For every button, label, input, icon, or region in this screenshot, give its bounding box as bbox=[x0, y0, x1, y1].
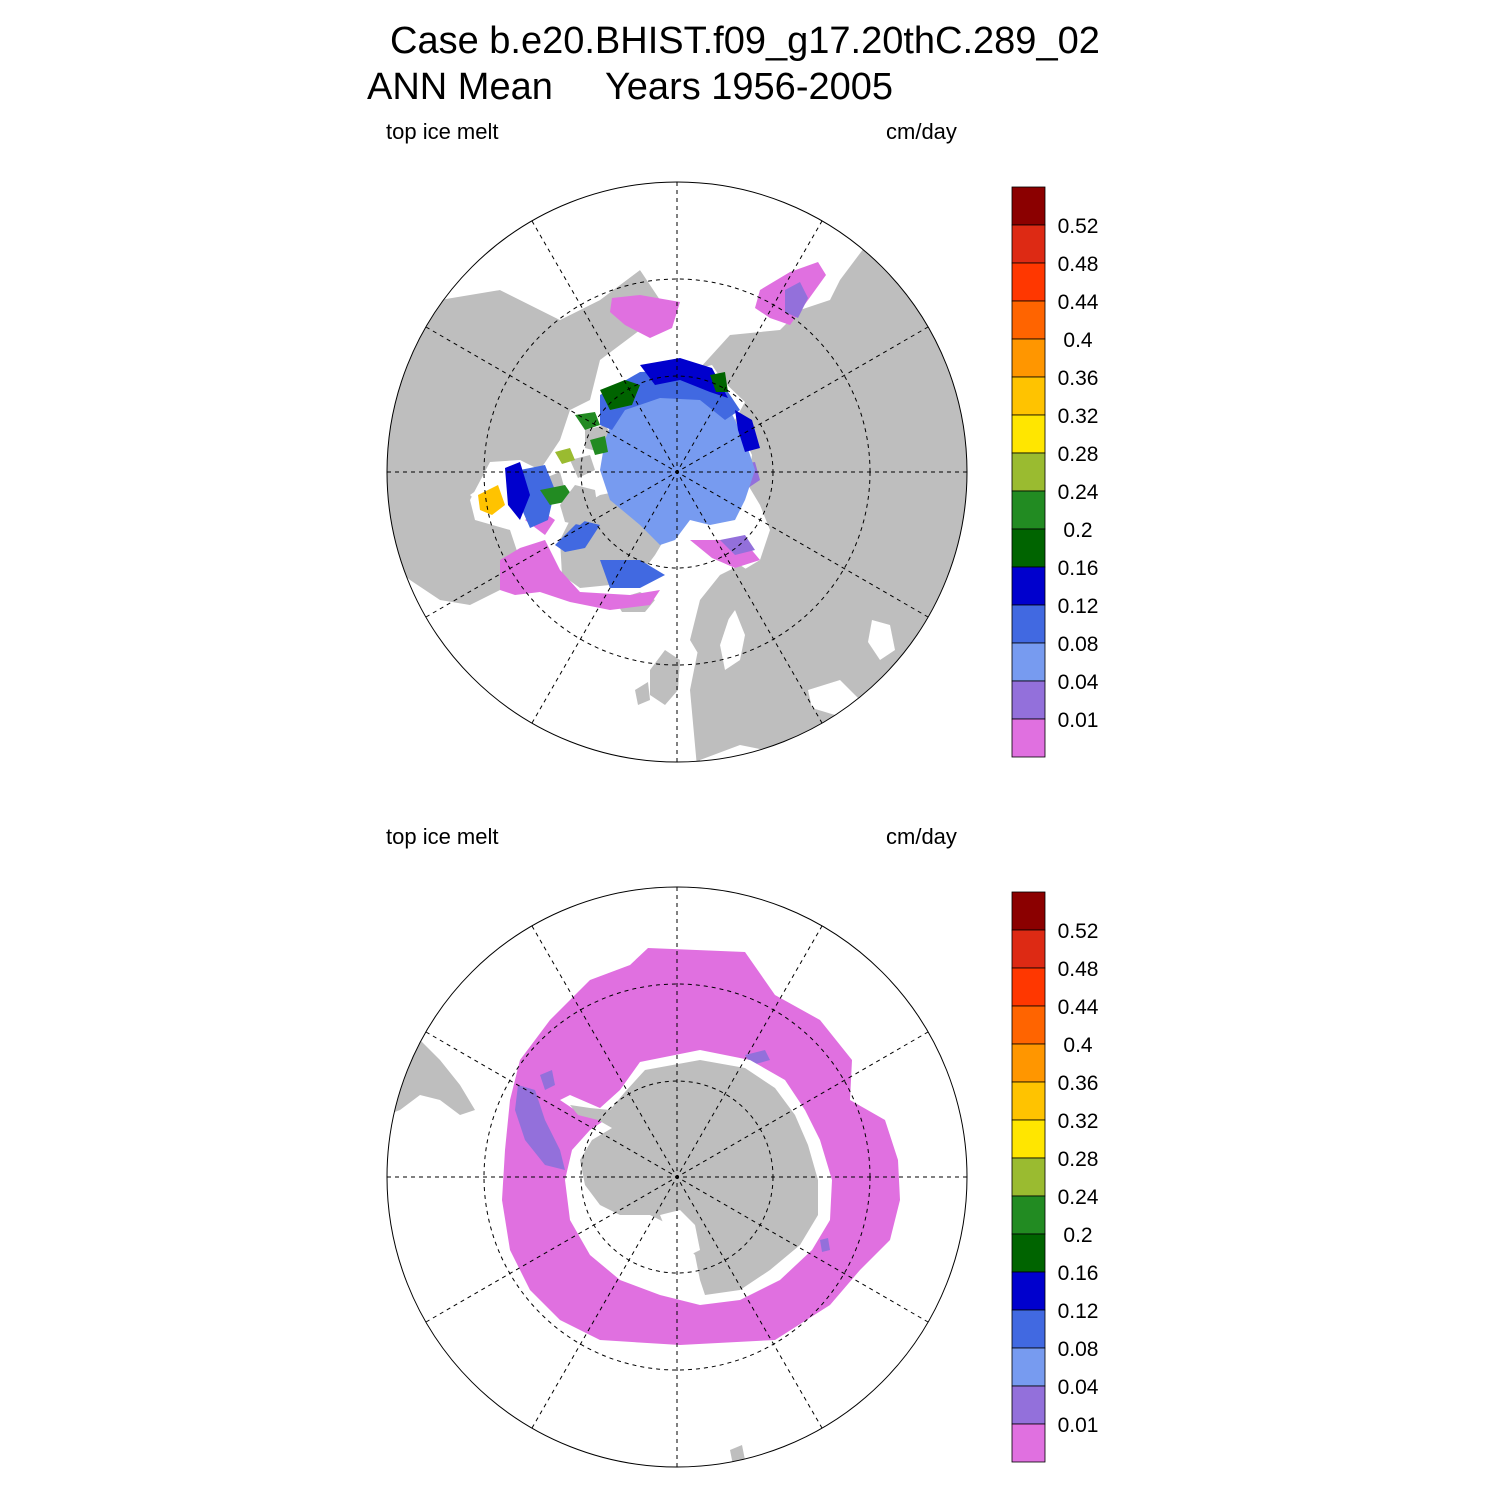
north-units-label: cm/day bbox=[886, 119, 957, 144]
north-colorbar-tick-label: 0.28 bbox=[1058, 443, 1099, 466]
south-ocean-ross-sea bbox=[660, 1210, 700, 1255]
north-map-border bbox=[386, 181, 968, 763]
north-land-baffin-island bbox=[560, 485, 598, 525]
south-colorbar-tick-label: 0.32 bbox=[1058, 1110, 1099, 1133]
south-map-border bbox=[386, 886, 968, 1468]
north-ocean-pacific bbox=[440, 200, 720, 320]
south-colorbar: 0.52 0.48 0.44 0.4 0.36 0.32 0.28 0.24 0.2 0.16 0.… bbox=[1011, 891, 1099, 1463]
south-colorbar-tick-label: 0.48 bbox=[1058, 958, 1099, 981]
south-variable-label: top ice melt bbox=[386, 824, 499, 849]
figure-title-case: Case b.e20.BHIST.f09_g17.20thC.289_02 bbox=[390, 20, 1100, 62]
south-colorbar-tick-label: 0.16 bbox=[1058, 1262, 1099, 1285]
south-colorbar-swatch bbox=[1011, 1271, 1046, 1311]
south-colorbar-swatch bbox=[1011, 967, 1046, 1007]
north-colorbar-swatch bbox=[1011, 718, 1046, 758]
north-melt-beaufort-green bbox=[600, 372, 728, 410]
north-polar-map bbox=[386, 181, 968, 763]
south-colorbar-tick-label: 0.52 bbox=[1058, 920, 1099, 943]
north-colorbar-swatch bbox=[1011, 490, 1046, 530]
south-melt-weddell-west bbox=[515, 1085, 565, 1170]
south-colorbar-swatch bbox=[1011, 1157, 1046, 1197]
north-melt-kara-edge bbox=[720, 462, 760, 555]
north-melt-central-arctic bbox=[600, 390, 755, 545]
south-colorbar-swatch bbox=[1011, 1423, 1046, 1463]
south-colorbar-tick-label: 0.01 bbox=[1058, 1414, 1099, 1437]
north-colorbar-tick-label: 0.52 bbox=[1058, 215, 1099, 238]
north-graticule bbox=[387, 182, 967, 762]
figure-title-period: ANN Mean Years 1956-2005 bbox=[367, 66, 894, 108]
south-colorbar-swatch bbox=[1011, 1081, 1046, 1121]
north-colorbar-tick-label: 0.44 bbox=[1058, 291, 1099, 314]
south-colorbar-swatch bbox=[1011, 1309, 1046, 1349]
north-colorbar-swatch bbox=[1011, 642, 1046, 682]
south-colorbar-swatch bbox=[1011, 1347, 1046, 1387]
north-colorbar-swatch bbox=[1011, 680, 1046, 720]
south-colorbar-swatch bbox=[1011, 1233, 1046, 1273]
north-ocean-black-sea bbox=[808, 680, 860, 715]
south-colorbar-tick-label: 0.28 bbox=[1058, 1148, 1099, 1171]
south-colorbar-tick-label: 0.24 bbox=[1058, 1186, 1099, 1209]
north-colorbar-tick-label: 0.01 bbox=[1058, 709, 1099, 732]
north-colorbar-swatch bbox=[1011, 414, 1046, 454]
north-land-scandinavia bbox=[690, 565, 755, 665]
south-units-label: cm/day bbox=[886, 824, 957, 849]
north-colorbar-tick-label: 0.36 bbox=[1058, 367, 1099, 390]
north-colorbar: 0.52 0.48 0.44 0.4 0.36 0.32 0.28 0.24 0.2 0.16 0.… bbox=[1011, 186, 1099, 758]
south-colorbar-swatch bbox=[1011, 1043, 1046, 1083]
north-ocean-caspian bbox=[868, 620, 895, 660]
north-colorbar-swatch bbox=[1011, 604, 1046, 644]
north-colorbar-tick-label: 0.12 bbox=[1058, 595, 1099, 618]
north-colorbar-tick-label: 0.24 bbox=[1058, 481, 1099, 504]
south-colorbar-tick-label: 0.4 bbox=[1063, 1034, 1093, 1057]
north-melt-okhotsk-inner bbox=[785, 282, 808, 318]
north-colorbar-swatch bbox=[1011, 376, 1046, 416]
south-colorbar-tick-label: 0.2 bbox=[1063, 1224, 1092, 1247]
north-colorbar-swatch bbox=[1011, 338, 1046, 378]
north-colorbar-swatch bbox=[1011, 300, 1046, 340]
south-colorbar-swatch bbox=[1011, 1005, 1046, 1045]
north-colorbar-tick-label: 0.08 bbox=[1058, 633, 1099, 656]
north-melt-bering-sea bbox=[610, 295, 680, 338]
north-colorbar-swatch bbox=[1011, 566, 1046, 606]
north-melt-arctic-rim bbox=[520, 370, 740, 588]
north-land-north-america bbox=[387, 270, 660, 605]
north-melt-hudson-bay-lime bbox=[555, 448, 575, 464]
south-colorbar-swatch bbox=[1011, 1385, 1046, 1425]
north-colorbar-tick-label: 0.32 bbox=[1058, 405, 1099, 428]
north-colorbar-swatch bbox=[1011, 452, 1046, 492]
south-colorbar-tick-label: 0.44 bbox=[1058, 996, 1099, 1019]
north-land-ireland bbox=[635, 682, 650, 705]
south-colorbar-tick-label: 0.36 bbox=[1058, 1072, 1099, 1095]
north-colorbar-swatch bbox=[1011, 224, 1046, 264]
south-colorbar-swatch bbox=[1011, 1119, 1046, 1159]
south-graticule bbox=[387, 887, 967, 1467]
north-variable-label: top ice melt bbox=[386, 119, 499, 144]
north-melt-archipelago-green bbox=[540, 412, 608, 505]
south-colorbar-swatch bbox=[1011, 929, 1046, 969]
north-melt-labrador-sea bbox=[500, 540, 660, 610]
south-colorbar-tick-label: 0.04 bbox=[1058, 1376, 1099, 1399]
south-melt-east-patch bbox=[820, 1238, 830, 1252]
south-colorbar-swatch bbox=[1011, 891, 1046, 931]
north-colorbar-swatch bbox=[1011, 528, 1046, 568]
south-colorbar-swatch bbox=[1011, 1195, 1046, 1235]
south-melt-peninsula-patch bbox=[540, 1070, 555, 1090]
south-colorbar-tick-label: 0.08 bbox=[1058, 1338, 1099, 1361]
north-colorbar-tick-label: 0.2 bbox=[1063, 519, 1092, 542]
north-colorbar-tick-label: 0.4 bbox=[1063, 329, 1093, 352]
south-colorbar-tick-label: 0.12 bbox=[1058, 1300, 1099, 1323]
north-colorbar-swatch bbox=[1011, 186, 1046, 226]
north-colorbar-tick-label: 0.04 bbox=[1058, 671, 1099, 694]
north-colorbar-swatch bbox=[1011, 262, 1046, 302]
north-colorbar-tick-label: 0.48 bbox=[1058, 253, 1099, 276]
north-colorbar-tick-label: 0.16 bbox=[1058, 557, 1099, 580]
south-polar-map bbox=[386, 886, 968, 1468]
